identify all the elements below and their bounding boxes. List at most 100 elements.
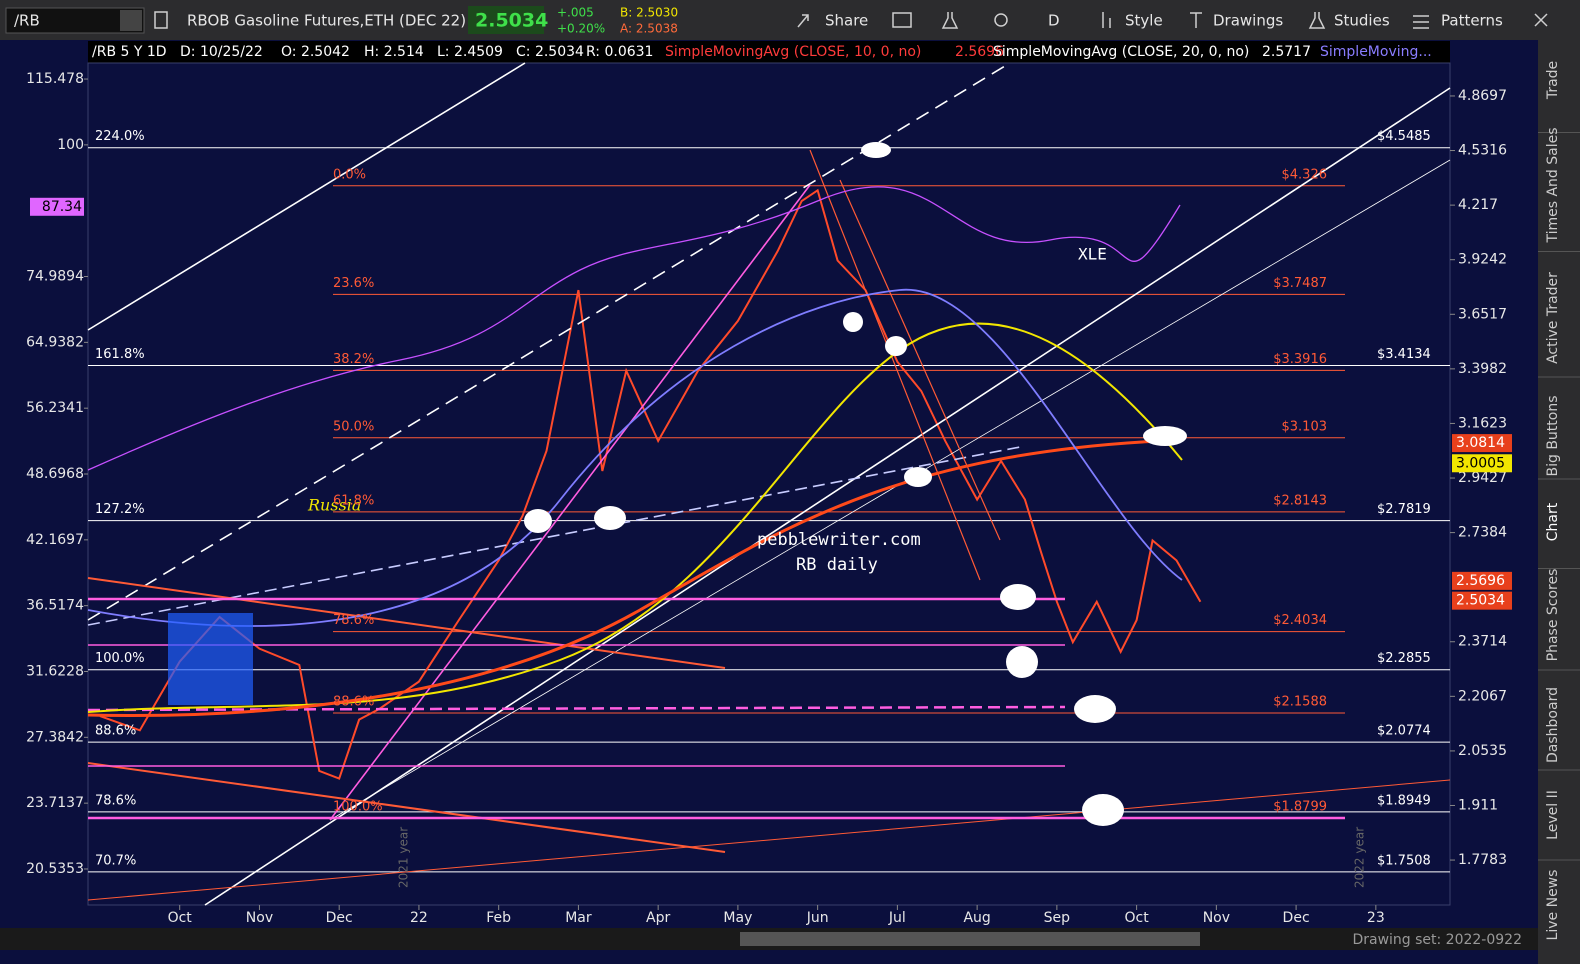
x-tick-label: Nov	[1203, 910, 1230, 926]
fib-label: 100.0%	[333, 799, 383, 814]
x-tick-label: Jun	[806, 910, 829, 926]
x-tick-label: 23	[1367, 910, 1385, 926]
fib-label: 78.6%	[333, 613, 374, 628]
annotation: 2022 year	[1353, 827, 1367, 888]
last-box	[468, 6, 544, 34]
y-tick-label: 3.1623	[1458, 415, 1507, 431]
study-value: 2.5696	[955, 44, 1004, 60]
annotation: Russia	[307, 496, 361, 515]
y-tick-label: 4.5316	[1458, 143, 1507, 159]
change: +.005	[557, 6, 594, 20]
fib-label: 0.0%	[333, 167, 366, 182]
fib-value-label: $1.7508	[1377, 853, 1431, 868]
fib-value-label: $4.326	[1282, 167, 1328, 182]
sidebar-tab[interactable]: Big Buttons	[1545, 395, 1561, 476]
sidebar-tab[interactable]: Trade	[1545, 61, 1561, 100]
fib-label: 78.6%	[95, 793, 136, 808]
x-tick-label: Nov	[246, 910, 273, 926]
x-tick-label: Dec	[326, 910, 353, 926]
annotation: pebblewriter.com	[757, 530, 921, 550]
fib-label: 100.0%	[95, 651, 145, 666]
fib-value-label: $2.4034	[1273, 613, 1327, 628]
header-item: D: 10/25/22	[180, 44, 263, 60]
fib-label: 50.0%	[333, 419, 374, 434]
y-tick-label: 2.2067	[1458, 688, 1507, 704]
toolbar-icons	[154, 11, 1548, 29]
ellipse-markers	[524, 142, 1187, 826]
y2-tick-label: 74.9894	[26, 269, 84, 285]
bid: B: 2.5030	[620, 6, 678, 20]
y2-tick-label: 27.3842	[26, 729, 84, 745]
sidebar-tab[interactable]: Live News	[1545, 870, 1561, 941]
annotation: 2021 year	[397, 827, 411, 888]
price-line	[99, 188, 1202, 780]
y2-tick-label: 48.6968	[26, 466, 84, 482]
study-label: SimpleMovingAvg (CLOSE, 20, 0, no)	[993, 44, 1249, 60]
y-tick-label: 4.217	[1458, 197, 1498, 213]
x-tick-label: Mar	[565, 910, 592, 926]
header-item: O: 2.5042	[281, 44, 350, 60]
x-tick-label: Apr	[646, 910, 670, 926]
fib-value-label: $3.103	[1282, 419, 1328, 434]
button-drawings[interactable]: Drawings	[1213, 12, 1283, 30]
y-tick-label: 3.9242	[1458, 252, 1507, 268]
study-label: SimpleMoving...	[1320, 44, 1432, 60]
header-item: L: 2.4509	[437, 44, 503, 60]
x-tick-label: 22	[410, 910, 428, 926]
sidebar-tab[interactable]: Times And Sales	[1545, 127, 1561, 243]
header-item: C: 2.5034	[516, 44, 584, 60]
ask: A: 2.5038	[620, 22, 678, 36]
sidebar-tab[interactable]: Active Trader	[1545, 272, 1561, 364]
drawing-set: Drawing set: 2022-0922	[1352, 932, 1522, 948]
y2-tick-label: 23.7137	[26, 795, 84, 811]
button-style[interactable]: Style	[1125, 12, 1163, 30]
fib-label: 161.8%	[95, 347, 145, 362]
sidebar-tab[interactable]: Dashboard	[1545, 687, 1561, 763]
y-tick-label: 2.3714	[1458, 634, 1507, 650]
y2-tick-label: 64.9382	[26, 334, 84, 350]
price-marker-label: 3.0005	[1456, 455, 1505, 471]
y2-tick-label: 31.6228	[26, 663, 84, 679]
price-marker	[1452, 434, 1512, 453]
button-period[interactable]: D	[1048, 12, 1060, 30]
header-item: H: 2.514	[364, 44, 424, 60]
y2-tick-label: 56.2341	[26, 400, 84, 416]
study-value: 2.5717	[1262, 44, 1311, 60]
symbol: /RB	[14, 12, 40, 30]
button-studies[interactable]: Studies	[1334, 12, 1390, 30]
price-marker-label: 2.5696	[1456, 573, 1505, 589]
y2-tick-label: 42.1697	[26, 532, 84, 548]
y-tick-label: 2.9427	[1458, 470, 1507, 486]
plot-area	[87, 62, 1451, 906]
price-marker-label: 3.0814	[1456, 435, 1505, 451]
x-tick-label: Dec	[1283, 910, 1310, 926]
y2-marker-label: 87.34	[42, 199, 82, 215]
fib-value-label: $3.4134	[1377, 347, 1431, 362]
sidebar-tab[interactable]: Phase Scores	[1545, 569, 1561, 662]
fib-value-label: $3.3916	[1273, 352, 1327, 367]
button-share[interactable]: Share	[825, 12, 868, 30]
fib-label: 88.6%	[333, 694, 374, 709]
fib-label: 224.0%	[95, 129, 145, 144]
dropdown[interactable]	[120, 10, 142, 31]
sidebar-tab[interactable]: Level II	[1545, 790, 1561, 840]
x-tick-label: Oct	[1125, 910, 1150, 926]
toolbar	[0, 0, 1580, 40]
price-marker	[1452, 571, 1512, 590]
sidebar-tab[interactable]: Chart	[1545, 502, 1561, 541]
button-patterns[interactable]: Patterns	[1441, 12, 1503, 30]
description: RBOB Gasoline Futures,ETH (DEC 22)	[187, 12, 466, 30]
fib-value-label: $2.7819	[1377, 502, 1431, 517]
fib-value-label: $3.7487	[1273, 276, 1327, 291]
x-tick-label: Sep	[1044, 910, 1071, 926]
fib-value-label: $2.8143	[1273, 493, 1327, 508]
y-tick-label: 1.911	[1458, 797, 1498, 813]
header-item: R: 0.0631	[586, 44, 653, 60]
last: 2.5034	[475, 10, 548, 32]
scroll-thumb[interactable]	[740, 932, 1200, 946]
x-tick-label: May	[723, 910, 752, 926]
fib-label: 70.7%	[95, 853, 136, 868]
x-tick-label: Feb	[486, 910, 511, 926]
